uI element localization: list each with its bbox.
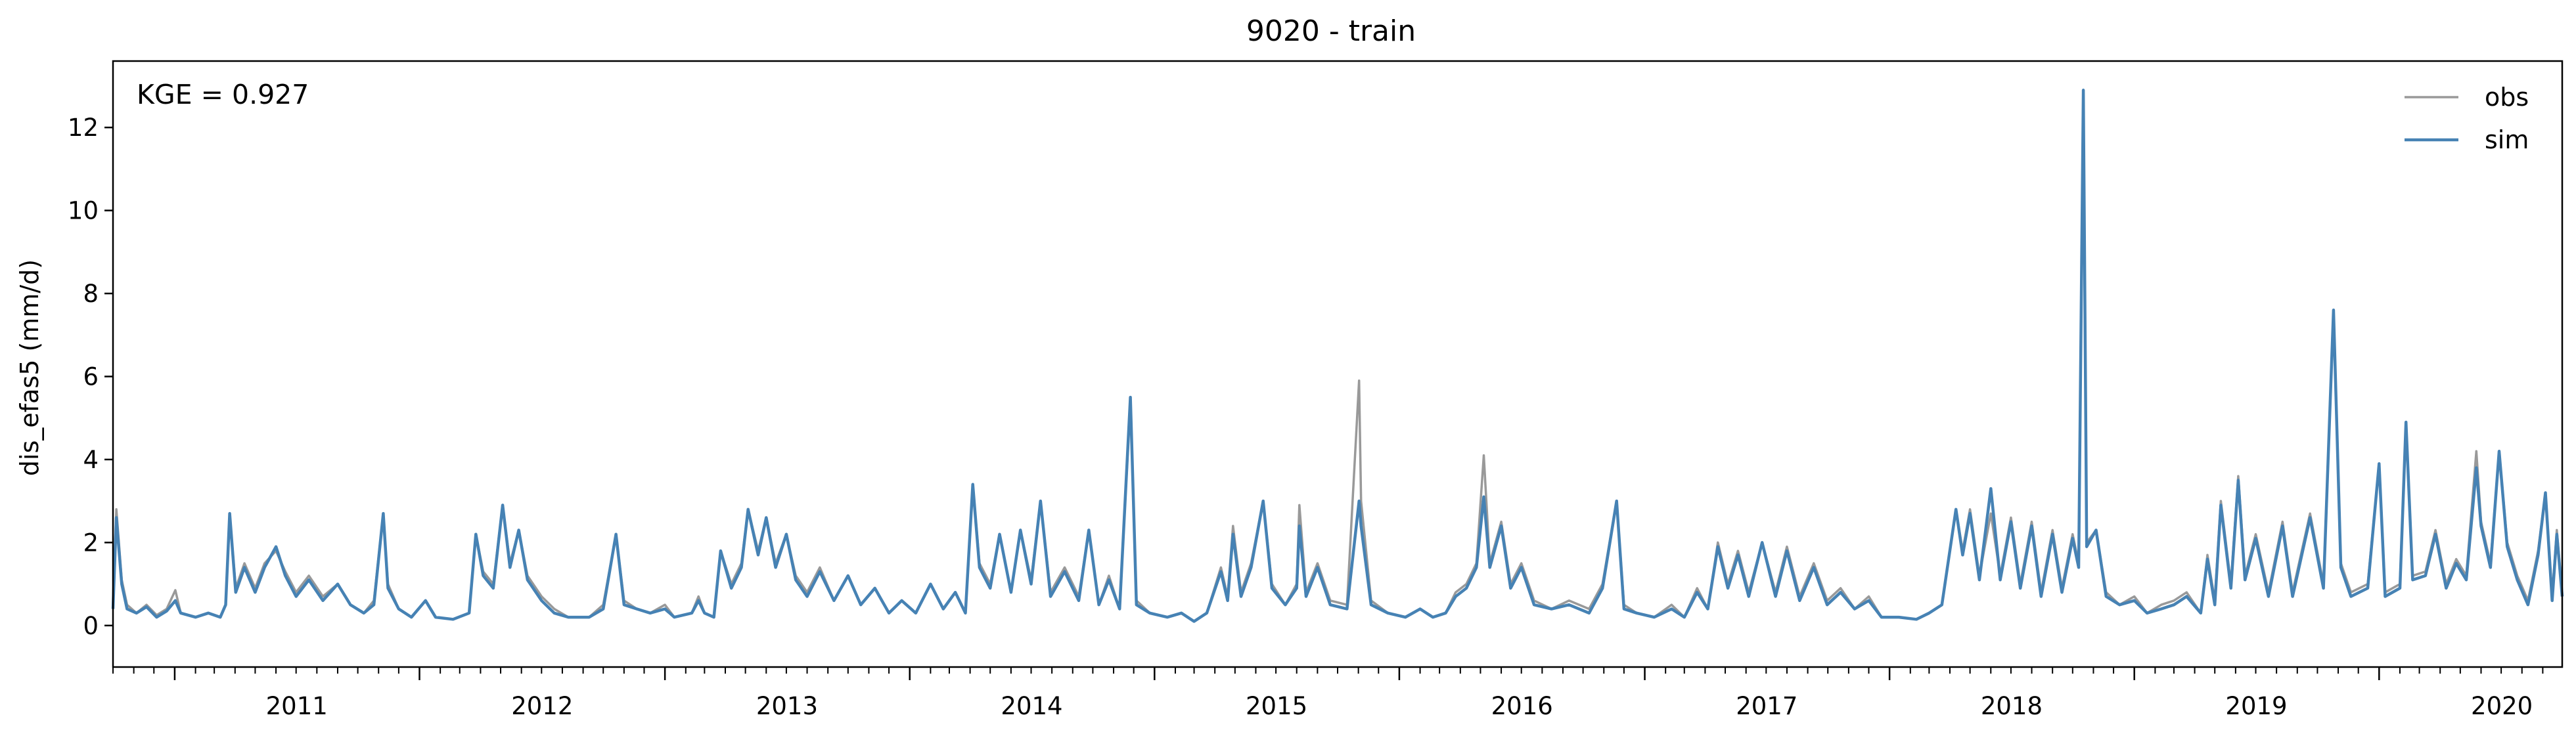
y-tick-label: 6 <box>83 362 99 391</box>
x-tick-label: 2013 <box>756 692 818 720</box>
x-tick-label: 2016 <box>1491 692 1553 720</box>
y-tick-label: 8 <box>83 280 99 308</box>
chart-title: 9020 - train <box>1246 14 1416 48</box>
y-tick-label: 4 <box>83 446 99 474</box>
kge-annotation: KGE = 0.927 <box>137 79 309 110</box>
x-axis-ticks: 2011 2012 2013 2014 2015 2016 2017 2018 2019 2020 <box>112 667 2544 720</box>
x-tick-label: 2015 <box>1246 692 1307 720</box>
legend-label-obs: obs <box>2485 83 2529 112</box>
x-tick-label: 2019 <box>2225 692 2287 720</box>
x-tick-label: 2018 <box>1981 692 2043 720</box>
y-tick-label: 0 <box>83 612 99 640</box>
y-tick-label: 2 <box>83 529 99 557</box>
y-axis-ticks: 0 2 4 6 8 10 12 <box>68 114 113 640</box>
y-tick-label: 12 <box>68 114 99 142</box>
legend: obs sim <box>2405 83 2529 154</box>
y-axis-label: dis_efas5 (mm/d) <box>15 259 44 476</box>
series-line-obs <box>112 89 2564 623</box>
x-tick-label: 2012 <box>511 692 573 720</box>
x-tick-label: 2011 <box>266 692 328 720</box>
series-layer <box>111 89 2564 623</box>
series-line-sim <box>111 89 2564 623</box>
y-tick-label: 10 <box>68 197 99 225</box>
legend-label-sim: sim <box>2485 125 2529 154</box>
x-tick-label: 2014 <box>1001 692 1062 720</box>
x-tick-label: 2020 <box>2471 692 2533 720</box>
x-tick-label: 2017 <box>1736 692 1797 720</box>
plot-frame <box>112 60 2564 668</box>
